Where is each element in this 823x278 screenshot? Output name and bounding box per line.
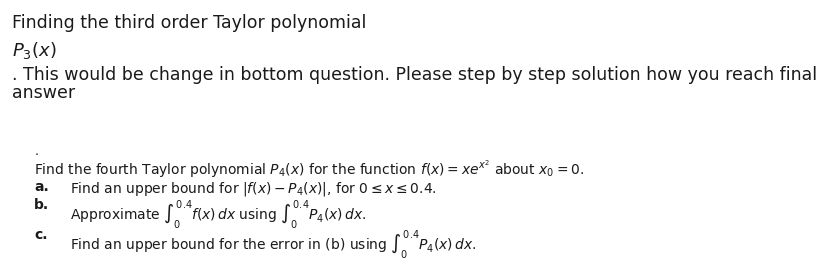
Text: $\cdot$: $\cdot$ xyxy=(34,147,39,160)
Text: Approximate $\int_0^{0.4} f(x)\, dx$ using $\int_0^{0.4} P_4(x)\, dx$.: Approximate $\int_0^{0.4} f(x)\, dx$ usi… xyxy=(70,198,366,231)
Text: Finding the third order Taylor polynomial: Finding the third order Taylor polynomia… xyxy=(12,14,366,32)
Text: a.: a. xyxy=(34,180,49,194)
Text: b.: b. xyxy=(34,198,49,212)
Text: $P_3(x)$: $P_3(x)$ xyxy=(12,40,57,61)
Text: Find the fourth Taylor polynomial $P_4(x)$ for the function $f(x) = xe^{x^2}$ ab: Find the fourth Taylor polynomial $P_4(x… xyxy=(34,158,584,180)
Text: answer: answer xyxy=(12,84,75,102)
Text: Find an upper bound for $|f(x) - P_4(x)|$, for $0 \leq x \leq 0.4$.: Find an upper bound for $|f(x) - P_4(x)|… xyxy=(70,180,437,198)
Text: Find an upper bound for the error in (b) using $\int_0^{0.4} P_4(x)\, dx$.: Find an upper bound for the error in (b)… xyxy=(70,228,477,261)
Text: c.: c. xyxy=(34,228,48,242)
Text: . This would be change in bottom question. Please step by step solution how you : . This would be change in bottom questio… xyxy=(12,66,817,84)
